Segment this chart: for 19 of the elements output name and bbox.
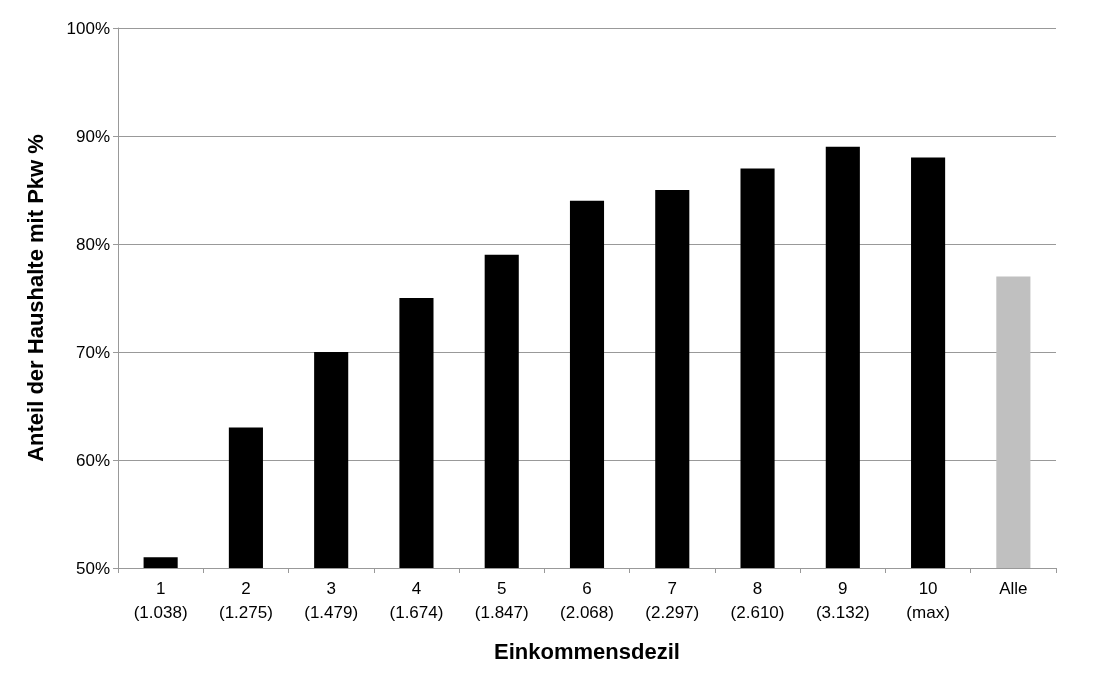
x-tick-label: 10 (max): [906, 578, 950, 622]
x-tick-label: 3 (1.479): [304, 578, 359, 622]
y-axis-title: Anteil der Haushalte mit Pkw %: [22, 134, 48, 462]
x-tick-label: Alle: [999, 578, 1028, 598]
x-tick-label: 1 (1.038): [133, 578, 188, 622]
x-tick-label: 5 (1.847): [474, 578, 529, 622]
x-tick-label: 2 (1.275): [218, 578, 273, 622]
x-tick-label: 7 (2.297): [645, 578, 700, 622]
y-tick-label: 100%: [66, 18, 110, 38]
y-tick-label: 60%: [75, 450, 110, 470]
x-tick-label: 4 (1.674): [389, 578, 444, 622]
y-tick-label: 90%: [75, 126, 110, 146]
x-tick-label: 9 (3.132): [815, 578, 870, 622]
x-tick-label: 6 (2.068): [560, 578, 614, 622]
y-tick-label: 70%: [75, 342, 110, 362]
y-tick-label: 50%: [75, 558, 110, 578]
y-tick-label: 80%: [75, 234, 110, 254]
x-axis-title: Einkommensdezil: [494, 638, 680, 664]
x-tick-label: 8 (2.610): [730, 578, 785, 622]
